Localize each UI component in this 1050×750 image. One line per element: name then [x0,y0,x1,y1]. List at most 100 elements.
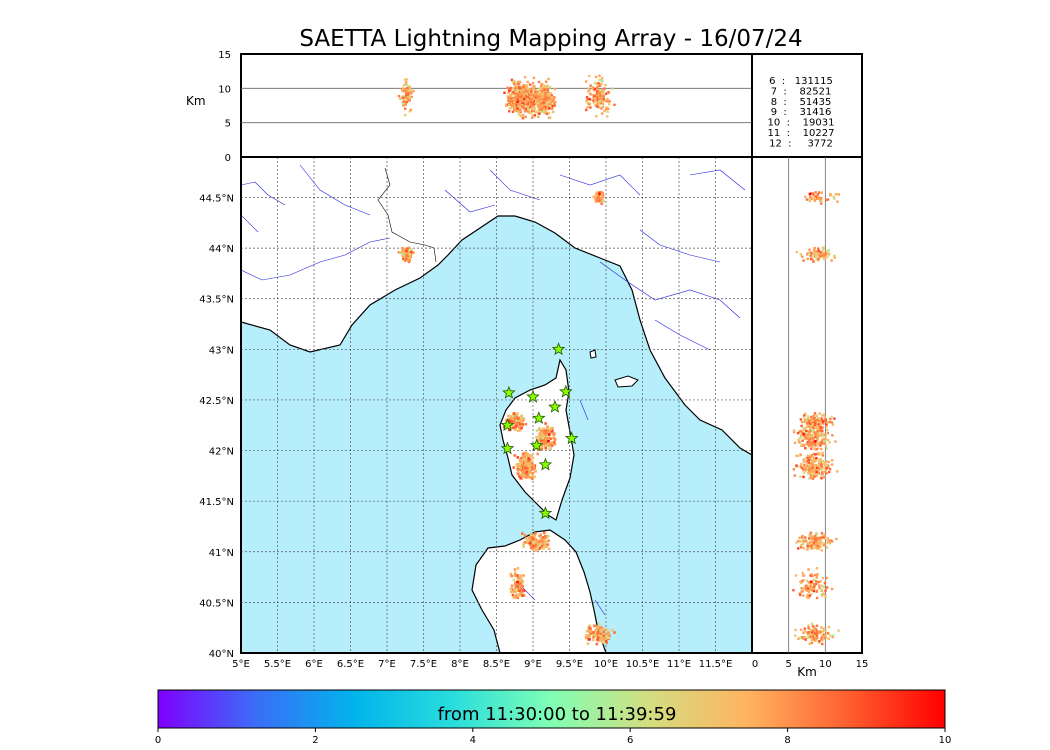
side-source-corsica-c [820,432,824,435]
altitude-source-sardinia-n [530,87,533,90]
side-source-sardinia-w [816,581,820,584]
altitude-source-sardinia-n [534,93,537,96]
lightning-source-sardinia-w [519,586,522,590]
side-source-corsica-c [810,444,814,447]
side-source-corsica-sw [821,451,824,455]
lightning-source-corsica-c [540,431,543,434]
side-source-sardinia-e [825,632,828,635]
side-source-corsica-nw [820,417,823,420]
side-source-corsica-c [818,429,822,432]
lightning-source-sardinia-w [519,574,522,577]
side-source-corsica-sw [822,461,825,464]
side-source-sardinia-e [822,635,825,638]
altitude-source-sardinia-e [607,103,611,106]
side-source-corsica-sw [808,472,812,475]
side-source-sardinia-n [817,538,821,542]
altitude-source-sardinia-n [538,109,541,112]
lightning-source-corsica-sw [524,466,527,470]
side-source-liguria [817,191,821,194]
altitude-source-sardinia-e [588,97,591,101]
side-source-liguria [810,197,813,201]
side-source-sardinia-n [820,549,824,552]
altitude-source-nice [404,83,407,86]
altitude-source-sardinia-w [515,92,518,95]
side-source-sardinia-e [808,642,811,645]
side-source-nice [823,254,826,257]
altitude-source-sardinia-n [530,95,533,99]
altitude-source-sardinia-n [534,90,537,93]
lightning-source-nice [408,253,411,256]
altitude-source-sardinia-e [602,95,606,99]
side-source-corsica-sw [813,458,816,462]
altitude-source-sardinia-e [586,101,590,105]
lightning-source-nice [404,248,408,251]
altitude-source-liguria [594,75,598,79]
altitude-source-sardinia-w [518,86,521,90]
lightning-source-sardinia-w [521,580,524,584]
side-source-corsica-sw [808,477,811,480]
lightning-source-corsica-nw [520,425,523,428]
side-source-corsica-c [803,427,807,430]
colorbar-tick-label: 6 [627,735,633,746]
side-source-corsica-nw [822,413,825,416]
map-x-tick-label: 8°E [451,659,469,670]
side-panel-frame [751,156,863,654]
side-source-sardinia-e [831,635,834,639]
lightning-source-corsica-sw [524,453,527,456]
altitude-source-nice [401,95,404,98]
side-source-corsica-c [796,431,800,435]
side-source-sardinia-n [800,546,803,549]
side-source-sardinia-e [806,631,809,634]
lightning-source-sardinia-w [516,582,519,586]
side-source-corsica-nw [826,421,830,424]
side-source-sardinia-n [795,541,798,544]
side-source-liguria [826,198,830,201]
side-source-sardinia-e [817,630,821,633]
side-source-liguria [811,192,814,195]
side-source-sardinia-e [813,629,817,632]
side-source-nice [825,256,828,259]
rivers [241,164,746,616]
side-source-sardinia-e [815,624,819,628]
station-star [564,431,579,445]
lightning-source-sardinia-n [534,543,537,547]
side-source-corsica-sw [811,477,815,481]
side-source-corsica-c [823,439,826,443]
lightning-source-sardinia-w [514,581,518,584]
side-source-corsica-nw [829,417,832,421]
lightning-source-corsica-c [546,425,549,429]
altitude-source-sardinia-w [516,80,520,84]
altitude-source-nice [410,95,413,99]
lightning-source-sardinia-n [544,540,548,544]
lightning-source-corsica-sw [519,476,522,480]
side-source-liguria [812,194,815,198]
side-source-corsica-nw [814,418,817,422]
altitude-source-sardinia-e [605,108,608,111]
side-source-sardinia-n [819,542,822,545]
altitude-source-corsica-c [542,96,545,99]
side-source-nice [817,247,820,250]
altitude-source-sardinia-n [532,84,535,88]
side-source-sardinia-w [815,590,818,593]
altitude-source-corsica-c [542,87,546,90]
lightning-source-sardinia-w [509,587,513,591]
altitude-source-liguria [597,93,600,96]
side-source-corsica-c [808,431,811,434]
altitude-source-sardinia-n [547,94,551,97]
map-x-tick-label: 8.5°E [483,659,510,670]
lightning-source-corsica-c [545,439,549,442]
side-source-corsica-c [809,429,812,433]
lightning-source-nice [401,248,405,252]
side-source-liguria [834,192,838,196]
side-source-corsica-c [819,444,822,447]
altitude-source-liguria [601,105,605,109]
altitude-source-corsica-sw [519,80,522,84]
side-source-sardinia-w [807,590,811,594]
altitude-source-sardinia-e [608,100,611,103]
map-x-tick-label: 7.5°E [410,659,437,670]
side-source-corsica-c [802,433,806,436]
side-source-sardinia-w [824,589,827,592]
altitude-source-sardinia-n [536,105,540,108]
lightning-source-corsica-nw [511,426,515,430]
side-source-sardinia-n [814,533,818,536]
